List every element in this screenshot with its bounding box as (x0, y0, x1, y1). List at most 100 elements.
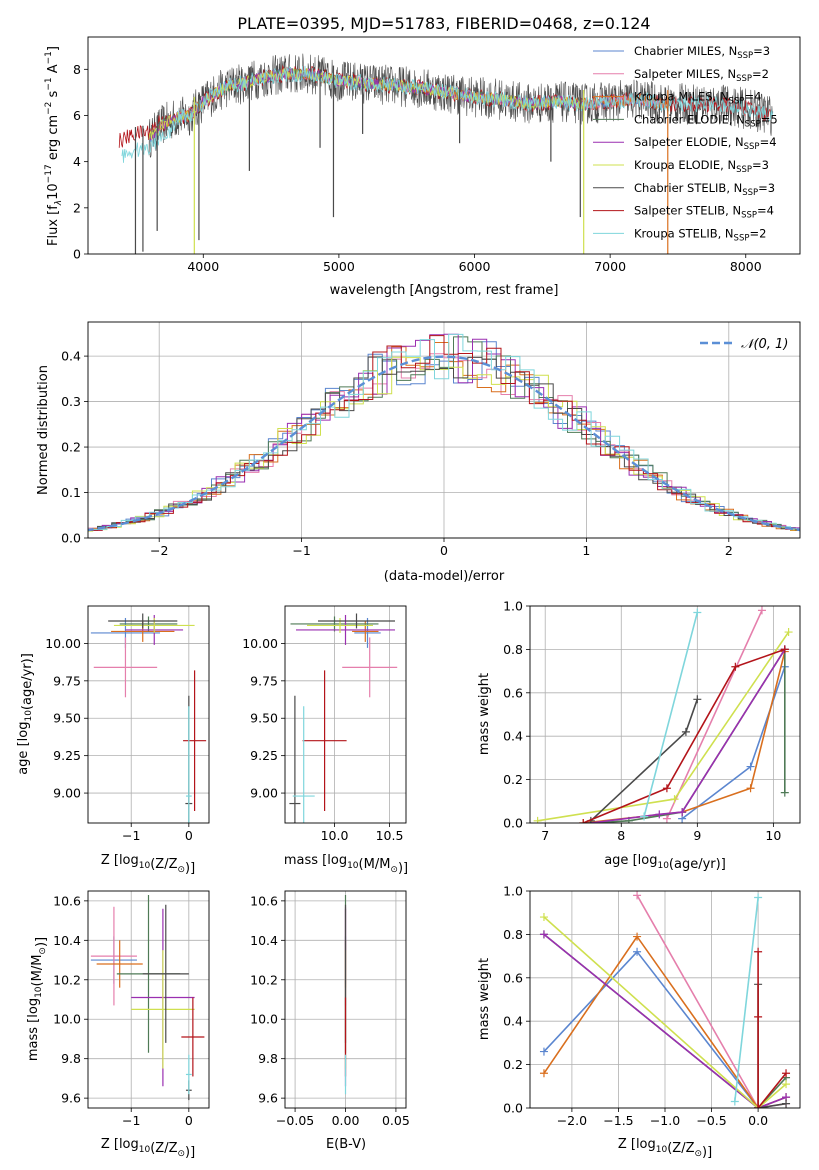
legend-part: =4 (757, 204, 774, 218)
legend-label: 𝒩(0, 1) (741, 337, 788, 352)
y-tick-label: 0.0 (503, 816, 523, 831)
axes-frame (87, 321, 801, 539)
label-part: (Z/Z (667, 1141, 694, 1156)
legend-label: Chabrier ELODIE, NSSP=5 (634, 112, 778, 129)
y-tick-label: 4 (73, 154, 81, 169)
label-part: log (16, 722, 31, 742)
legend-label: Kroupa STELIB, NSSP=2 (634, 226, 766, 243)
x-tick-label: 9 (693, 828, 701, 843)
x-tick-label: 0.0 (748, 1113, 768, 1128)
massweight-vs-metallicity-panel: −2.0 −1.5 −1.0 −0.5 0.0 0.0 0.2 0.4 0.6 0.8 1.0 Z [… (477, 884, 801, 1160)
y-tick-label: 10.00 (45, 636, 81, 651)
legend-sub: SSP (736, 74, 752, 84)
plot-area (90, 613, 207, 823)
legend-part: Salpeter STELIB, N (634, 204, 741, 218)
label-part: −1 (44, 77, 54, 90)
y-tick-label: 10.4 (250, 933, 278, 948)
label-part: −17 (44, 164, 54, 183)
y-tick-label: 9.50 (53, 711, 81, 726)
y-tick-label: 10.6 (53, 893, 81, 908)
series-line-salpeter-elodie (543, 933, 787, 1108)
series-line-kroupa-miles (583, 651, 786, 823)
legend-part: =3 (753, 44, 770, 58)
legend-label: Salpeter STELIB, NSSP=4 (634, 204, 774, 221)
grid-lines (285, 606, 406, 823)
label-sub: 10 (656, 1145, 668, 1155)
mass-vs-metallicity-panel: −1 09.69.810.010.210.410.6Z [log10(Z/Z⊙)]… (26, 890, 210, 1160)
label-part: Flux [f (46, 205, 61, 246)
y-tick-label: 9.50 (250, 711, 278, 726)
data-point-marker (662, 784, 671, 793)
legend-part: Chabrier ELODIE, N (634, 112, 745, 126)
y-tick-label: 0.8 (503, 927, 523, 942)
legend-part: Salpeter ELODIE, N (634, 135, 744, 149)
label-part: λ (54, 200, 64, 206)
y-tick-label: 9.8 (61, 1051, 81, 1066)
data-point-marker (633, 891, 642, 900)
y-tick-label: 0.4 (503, 1014, 523, 1029)
spectrum-panel: 4000 5000 6000 7000 8000 0 2 4 6 8 wavelength [Ang… (44, 36, 801, 298)
legend-label: Chabrier MILES, NSSP=3 (634, 44, 770, 61)
y-tick-label: 0.2 (503, 1057, 523, 1072)
legend-part: Chabrier STELIB, N (634, 181, 742, 195)
x-tick-label: 2 (725, 543, 733, 558)
series-line-salpeter-stelib (757, 951, 787, 1108)
label-part: )] (185, 861, 195, 876)
x-tick-label: −1 (122, 828, 140, 843)
data-point-marker (780, 645, 789, 654)
data-point-marker (782, 1080, 791, 1089)
label-part: (M/M (359, 857, 391, 872)
x-axis-label: Z [log10(Z/Z⊙)] (618, 1137, 712, 1160)
data-point-marker (780, 788, 789, 797)
data-point-marker (754, 1012, 763, 1021)
x-axis-label: wavelength [Angstrom, rest frame] (330, 283, 559, 298)
label-part: mass weight (477, 673, 492, 755)
label-part: (Z/Z (150, 857, 177, 872)
data-point-marker (662, 814, 671, 823)
label-part: (age/yr)] (20, 653, 35, 710)
y-axis-label: age [log10(age/yr)] (16, 653, 35, 775)
axes-frame (87, 890, 210, 1109)
y-tick-label: 9.8 (258, 1051, 278, 1066)
y-tick-label: 10.0 (250, 1012, 278, 1027)
x-tick-label: −2 (150, 543, 168, 558)
y-axis-label: mass weight (477, 673, 492, 755)
y-tick-label: 0.1 (61, 485, 81, 500)
data-point-marker (533, 816, 542, 823)
label-part: ] (46, 46, 61, 51)
data-point-marker (633, 932, 642, 941)
label-part: s (46, 90, 61, 101)
x-axis-label: Z [log10(Z/Z⊙)] (101, 853, 195, 876)
y-tick-label: 9.00 (53, 786, 81, 801)
x-tick-label: −0.5 (696, 1113, 726, 1128)
data-point-marker (746, 784, 755, 793)
legend-sub: SSP (742, 188, 758, 198)
label-sub: 10 (347, 861, 359, 871)
axes-frame (529, 890, 801, 1109)
legend-sub: SSP (744, 142, 760, 152)
legend-sub: SSP (729, 97, 745, 107)
y-tick-label: 0.0 (61, 531, 81, 546)
data-point-marker (670, 795, 679, 804)
label-part: )] (185, 1145, 195, 1160)
y-tick-label: 9.25 (250, 748, 278, 763)
x-axis-label: (data-model)/error (384, 569, 505, 584)
data-point-marker (782, 1099, 791, 1108)
x-tick-label: 0 (185, 828, 193, 843)
y-tick-label: 9.6 (258, 1091, 278, 1106)
y-tick-label: 0.4 (503, 729, 523, 744)
label-part: log (638, 853, 658, 868)
legend-part: =3 (752, 158, 769, 172)
plot-area (90, 894, 205, 1101)
x-tick-label: −1 (122, 1113, 140, 1128)
y-tick-label: 0.2 (61, 440, 81, 455)
label-sub: ⊙ (177, 1149, 185, 1159)
axes-frame (87, 36, 801, 255)
label-part: A (46, 64, 61, 77)
label-sub: ⊙ (390, 865, 398, 875)
data-point-marker (754, 1104, 763, 1108)
data-point-marker (539, 1047, 548, 1056)
y-tick-label: 0.6 (503, 970, 523, 985)
axes-frame (529, 605, 801, 824)
